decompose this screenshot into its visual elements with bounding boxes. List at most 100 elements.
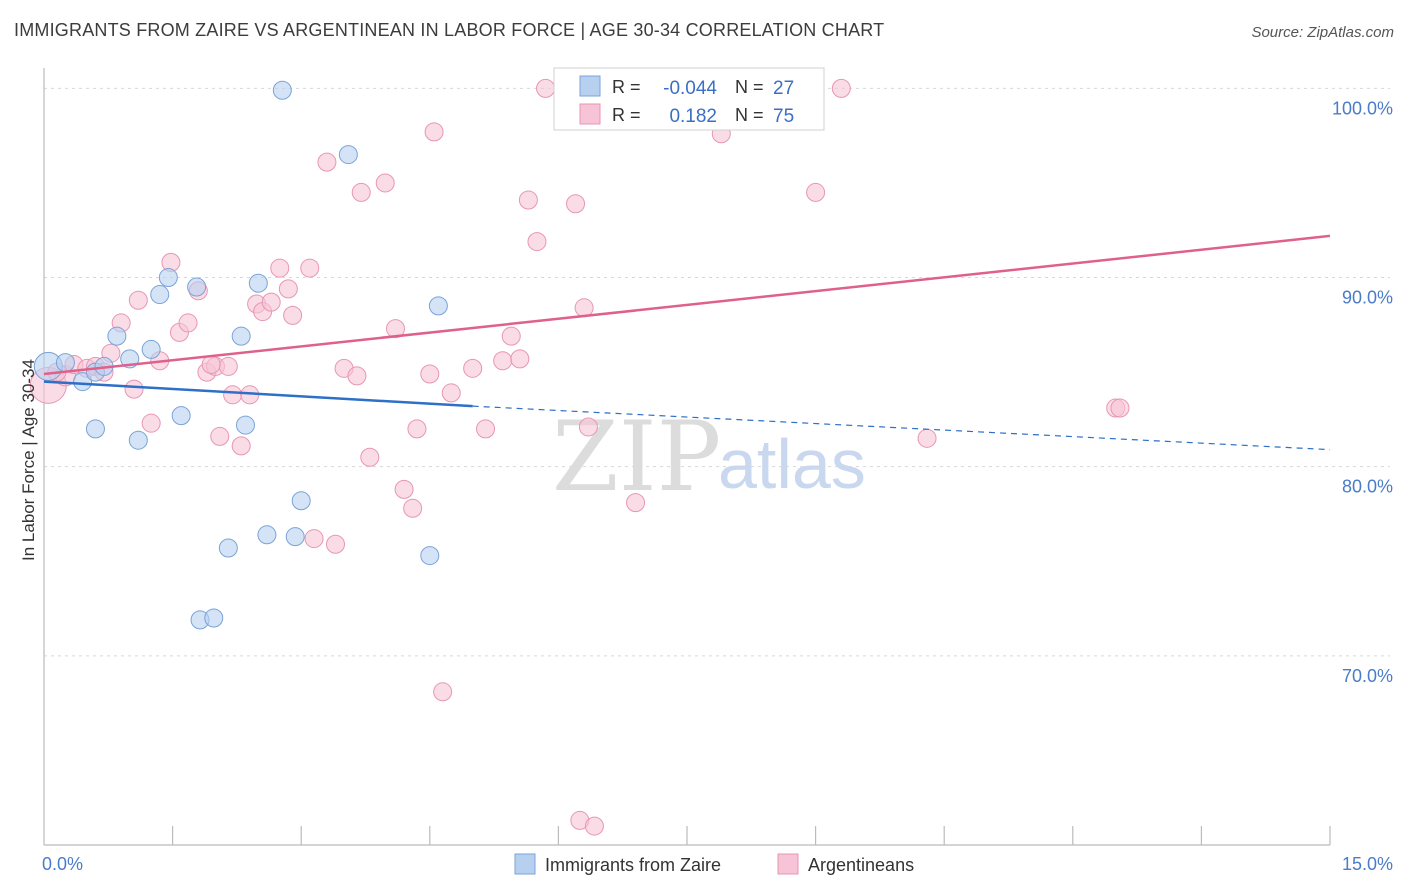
argentineans-point — [510, 349, 530, 369]
zaire-point — [141, 339, 161, 359]
argentineans-point — [527, 232, 547, 252]
argentineans-point — [463, 358, 483, 378]
argentineans-point — [407, 419, 427, 439]
y-axis-title: In Labor Force | Age 30-34 — [19, 359, 38, 561]
legend-label-argentineans: Argentineans — [808, 855, 914, 875]
argentineans-point — [261, 292, 281, 312]
stats-n-label-zaire: N = — [735, 77, 764, 97]
stats-n-label-argentineans: N = — [735, 105, 764, 125]
zaire-trend-line — [43, 380, 473, 408]
zaire-point — [285, 527, 305, 547]
argentineans-point — [223, 385, 243, 405]
y-tick-label: 80.0% — [1342, 477, 1393, 497]
x-tick-labels: 0.0% 15.0% — [42, 854, 1393, 874]
argentineans-point — [420, 364, 440, 384]
stats-swatch-argentineans — [579, 103, 601, 125]
argentineans-point — [394, 479, 414, 499]
stats-r-label-zaire: R = — [612, 77, 641, 97]
argentineans-point — [433, 682, 453, 702]
zaire-point — [420, 546, 440, 566]
watermark-atlas: atlas — [718, 425, 866, 503]
argentineans-point — [128, 290, 148, 310]
argentineans-point — [360, 447, 380, 467]
y-tick-labels: 70.0% 80.0% 90.0% 100.0% — [1332, 98, 1393, 685]
argentineans-point — [566, 194, 586, 214]
zaire-point — [235, 415, 255, 435]
legend-swatch-zaire — [514, 853, 536, 875]
argentineans-point — [424, 122, 444, 142]
zaire-point — [128, 430, 148, 450]
argentineans-point — [1110, 398, 1130, 418]
argentineans-point — [141, 413, 161, 433]
argentineans-point — [218, 356, 238, 376]
argentineans-point — [375, 173, 395, 193]
zaire-point — [204, 608, 224, 628]
zaire-point — [428, 296, 448, 316]
argentineans-point — [283, 305, 303, 325]
zaire-trend-extension — [472, 405, 1331, 451]
argentineans-point — [300, 258, 320, 278]
argentineans-point — [325, 534, 345, 554]
argentineans-point — [917, 428, 937, 448]
stats-r-value-argentineans: 0.182 — [669, 106, 717, 127]
argentineans-point — [178, 313, 198, 333]
zaire-point — [73, 372, 93, 392]
zaire-points — [33, 80, 448, 630]
zaire-point — [171, 406, 191, 426]
stats-r-label-argentineans: R = — [612, 105, 641, 125]
chart-title: IMMIGRANTS FROM ZAIRE VS ARGENTINEAN IN … — [14, 20, 885, 40]
argentineans-point — [626, 493, 646, 513]
axes — [43, 68, 1331, 846]
zaire-point — [248, 273, 268, 293]
argentineans-point — [831, 78, 851, 98]
argentineans-point — [317, 152, 337, 172]
zaire-point — [150, 285, 170, 305]
argentineans-point — [441, 383, 461, 403]
argentineans-point — [201, 355, 221, 375]
zaire-point — [257, 525, 277, 545]
legend-label-zaire: Immigrants from Zaire — [545, 855, 721, 875]
zaire-point — [158, 268, 178, 288]
argentineans-point — [231, 436, 251, 456]
zaire-point — [85, 419, 105, 439]
argentineans-point — [493, 351, 513, 371]
argentineans-point — [270, 258, 290, 278]
legend-swatch-argentineans — [777, 853, 799, 875]
zaire-point — [218, 538, 238, 558]
argentineans-point — [347, 366, 367, 386]
argentineans-point — [351, 182, 371, 202]
source-credit: Source: ZipAtlas.com — [1251, 24, 1394, 41]
stats-r-value-zaire: -0.044 — [663, 78, 717, 99]
gridlines — [44, 87, 1390, 657]
argentineans-point — [210, 426, 230, 446]
trend-lines — [43, 234, 1331, 451]
stats-n-value-argentineans: 75 — [773, 106, 794, 127]
stats-legend: R = -0.044 N = 27 R = 0.182 N = 75 — [553, 67, 825, 131]
argentineans-point — [501, 326, 521, 346]
argentineans-point — [386, 319, 406, 339]
zaire-point — [272, 80, 292, 100]
argentineans-point — [476, 419, 496, 439]
argentineans-point — [584, 816, 604, 836]
x-tick-label: 0.0% — [42, 854, 83, 874]
argentineans-point — [403, 498, 423, 518]
argentineans-point — [518, 190, 538, 210]
zaire-point — [187, 277, 207, 297]
stats-n-value-zaire: 27 — [773, 78, 794, 99]
argentineans-point — [278, 279, 298, 299]
zaire-point — [338, 145, 358, 165]
zaire-point — [107, 326, 127, 346]
argentineans-point — [578, 417, 598, 437]
series-legend: Immigrants from Zaire Argentineans — [514, 853, 914, 875]
zaire-point — [55, 353, 75, 373]
stats-swatch-zaire — [579, 75, 601, 97]
argentineans-trend-line — [43, 234, 1331, 376]
zaire-point — [231, 326, 251, 346]
x-tick-label: 15.0% — [1342, 854, 1393, 874]
argentineans-point — [304, 529, 324, 549]
argentineans-point — [124, 379, 144, 399]
y-tick-label: 100.0% — [1332, 98, 1393, 118]
y-tick-label: 90.0% — [1342, 288, 1393, 308]
zaire-point — [291, 491, 311, 511]
